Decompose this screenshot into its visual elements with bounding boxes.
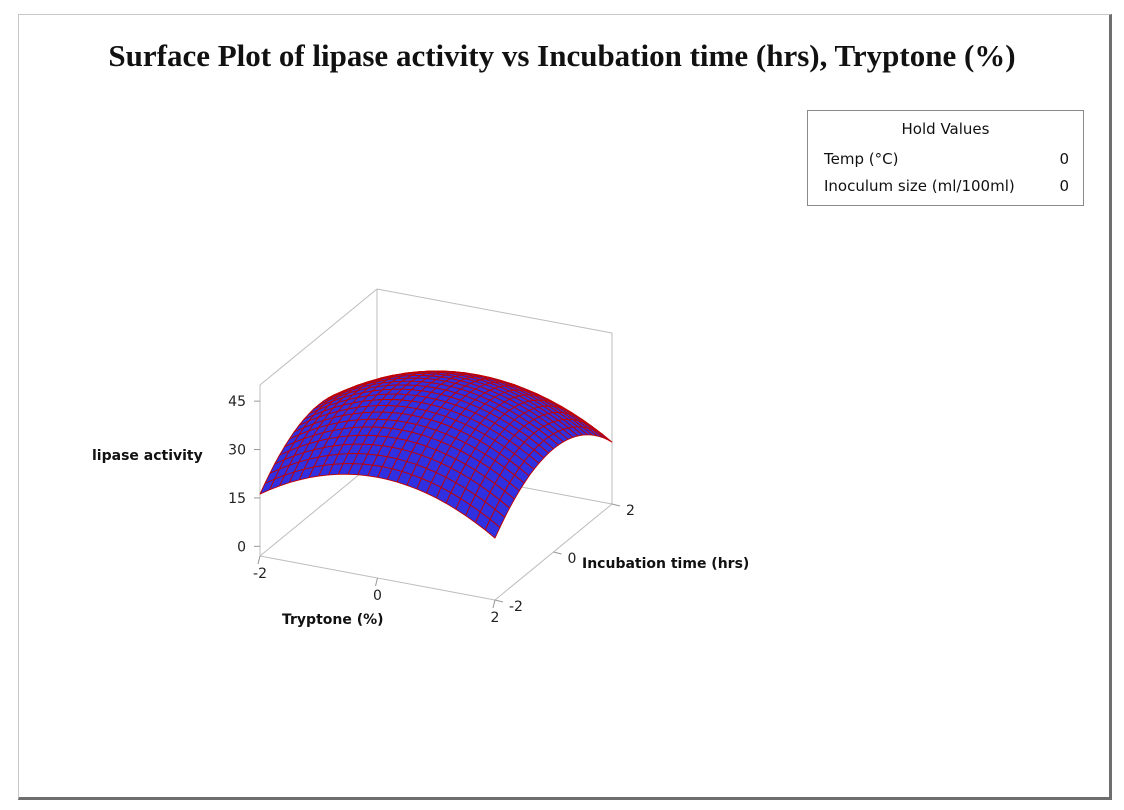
x-tick-label: -2 [253,566,267,582]
y-tick-mark [494,599,504,603]
x-tick-mark [257,555,261,565]
hold-label-inoculum: Inoculum size (ml/100ml) [824,177,1015,195]
plot-box [259,288,613,601]
hold-values-box: Hold Values Temp (°C) 0 Inoculum size (m… [807,110,1084,206]
surface-mesh [259,370,613,539]
box-edge [259,288,378,386]
y-tick-label: 2 [626,503,635,519]
x-tick-mark [492,599,496,609]
x-tick-mark [375,577,378,587]
y-tick-label: -2 [509,599,523,615]
hold-value-inoculum: 0 [1059,177,1069,195]
z-tick-label: 15 [228,491,246,507]
box-edge [259,459,378,557]
axis-ticks: 0 15 30 45 -2 0 2 -2 0 2 [228,394,635,626]
x-axis-label: Tryptone (%) [282,612,384,628]
surface-cell [484,518,501,539]
box-edge [376,288,613,334]
x-tick-label: 0 [373,588,382,604]
z-tick-label: 30 [228,443,246,459]
y-axis-label: Incubation time (hrs) [582,556,749,572]
y-tick-mark [611,503,621,507]
hold-label-temp: Temp (°C) [824,150,899,168]
x-tick-label: 2 [491,610,500,626]
hold-values-title: Hold Values [901,120,990,138]
z-tick-label: 0 [237,539,246,555]
z-tick-label: 45 [228,394,246,410]
hold-row-temp: Temp (°C) 0 [824,150,1069,168]
z-axis-label: lipase activity [92,448,203,464]
chart-title: Surface Plot of lipase activity vs Incub… [108,38,1016,73]
y-tick-mark [553,551,562,555]
hold-row-inoculum: Inoculum size (ml/100ml) 0 [824,177,1069,195]
hold-value-temp: 0 [1059,150,1069,168]
y-tick-label: 0 [568,551,577,567]
